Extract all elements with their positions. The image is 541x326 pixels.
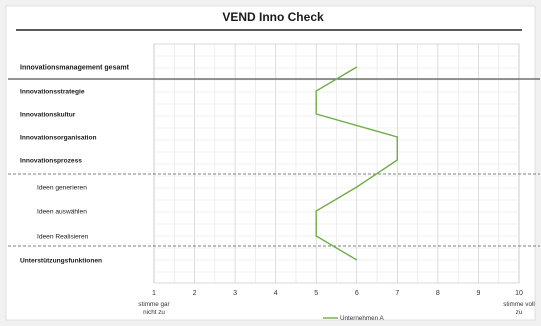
chart-title: VEND Inno Check bbox=[222, 10, 324, 24]
category-label: Innovationsstrategie bbox=[20, 88, 85, 95]
x-axis-max-label: stimme voll zu bbox=[503, 301, 535, 316]
x-tick-label: 2 bbox=[193, 290, 197, 297]
category-label: Ideen Realisieren bbox=[37, 233, 89, 240]
category-label: Ideen auswählen bbox=[37, 208, 87, 215]
category-label: Innovationsprozess bbox=[20, 157, 82, 164]
legend-label: Unternehmen A bbox=[340, 315, 385, 322]
category-label: Ideen generieren bbox=[37, 184, 87, 191]
x-axis-min-label: stimme gar nicht zu bbox=[138, 301, 169, 316]
section-dividers bbox=[8, 78, 540, 247]
series-line bbox=[315, 66, 398, 261]
category-label: Innovationskultur bbox=[20, 111, 76, 118]
x-axis-ticks: 1 2 3 4 5 6 7 8 9 10 stimme gar nicht zu stimme voll… bbox=[138, 290, 534, 316]
legend: Unternehmen A bbox=[323, 315, 385, 322]
x-tick-label: 9 bbox=[476, 290, 480, 297]
x-tick-label: 8 bbox=[436, 290, 440, 297]
x-tick-label: 4 bbox=[274, 290, 278, 297]
x-tick-label: 10 bbox=[515, 290, 523, 297]
x-tick-label: 7 bbox=[395, 290, 399, 297]
series-lines bbox=[315, 66, 398, 261]
x-tick-label: 1 bbox=[152, 290, 156, 297]
grid bbox=[153, 43, 520, 284]
category-labels: Innovationsmanagement gesamt Innovationss… bbox=[20, 64, 130, 264]
category-label: Unterstützungsfunktionen bbox=[20, 257, 102, 264]
x-tick-label: 5 bbox=[314, 290, 318, 297]
category-label: Innovationsmanagement gesamt bbox=[20, 64, 130, 71]
category-label: Innovationsorganisation bbox=[20, 134, 97, 141]
x-tick-label: 3 bbox=[233, 290, 237, 297]
x-tick-label: 6 bbox=[355, 290, 359, 297]
